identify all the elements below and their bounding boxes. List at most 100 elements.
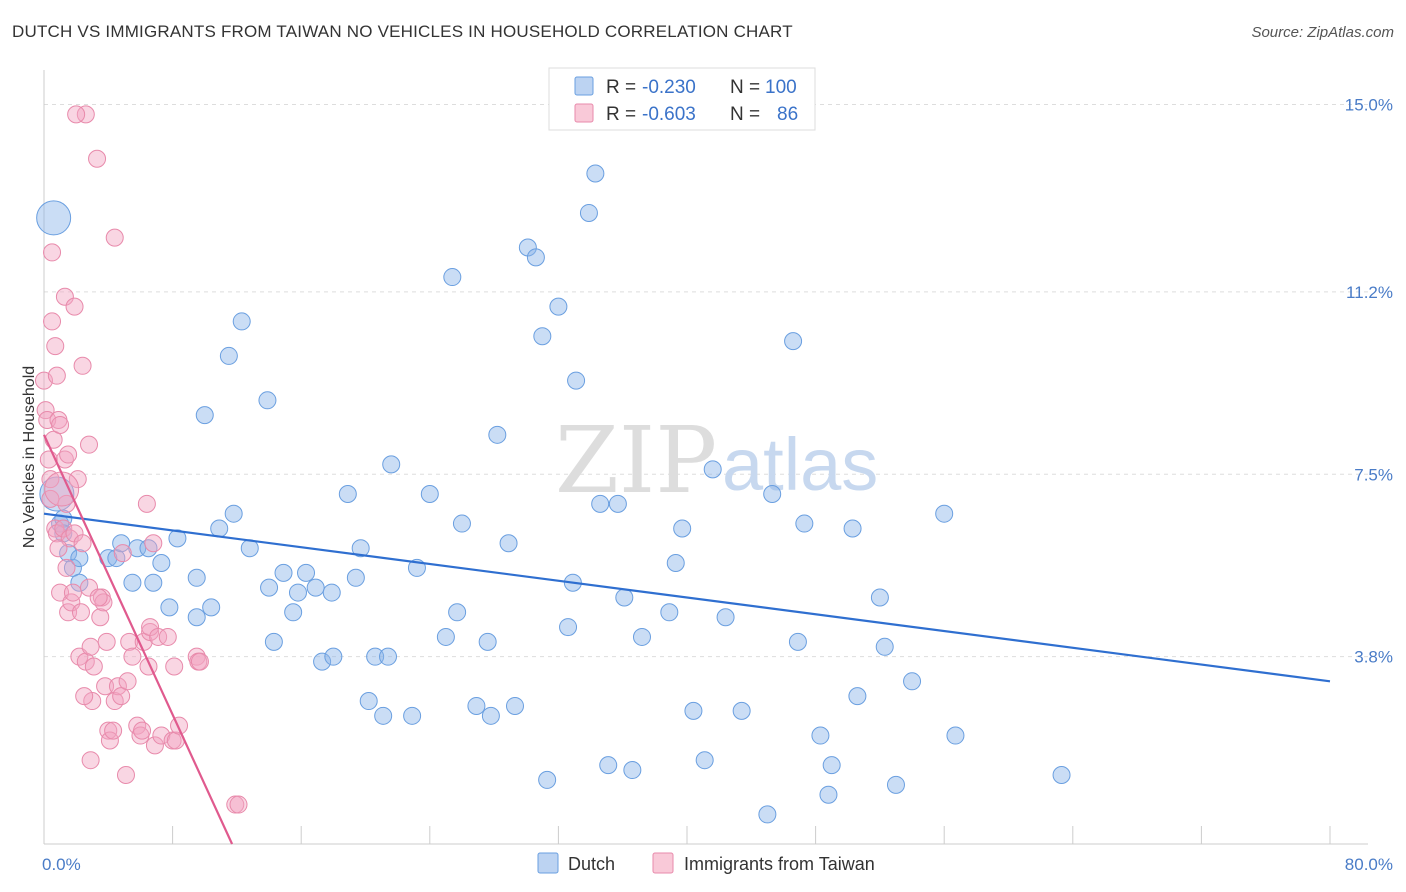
dutch-point-38 bbox=[324, 647, 343, 666]
dutch-point-12 bbox=[123, 573, 142, 592]
legend-n-label-taiwan: N = bbox=[730, 104, 760, 125]
taiwan-point-57 bbox=[123, 647, 142, 666]
taiwan-point-35 bbox=[80, 435, 99, 454]
legend-r-value-dutch: -0.230 bbox=[642, 77, 696, 98]
dutch-point-24 bbox=[219, 346, 238, 365]
dutch-point-68 bbox=[579, 203, 598, 222]
taiwan-point-28 bbox=[68, 470, 87, 489]
taiwan-point-58 bbox=[128, 716, 147, 735]
dutch-point-85 bbox=[784, 332, 803, 351]
dutch-point-44 bbox=[374, 706, 393, 725]
gridlines bbox=[44, 104, 1368, 658]
legend-n-value-taiwan: 86 bbox=[777, 104, 798, 125]
dutch-point-77 bbox=[666, 553, 685, 572]
taiwan-point-34 bbox=[76, 105, 95, 124]
taiwan-point-56 bbox=[120, 632, 139, 651]
taiwan-point-73 bbox=[170, 716, 189, 735]
dutch-point-39 bbox=[338, 484, 357, 503]
taiwan-point-31 bbox=[73, 534, 92, 553]
dutch-point-17 bbox=[160, 598, 179, 617]
dutch-point-76 bbox=[660, 603, 679, 622]
taiwan-point-54 bbox=[113, 544, 132, 563]
taiwan-point-16 bbox=[54, 519, 73, 538]
taiwan-point-38 bbox=[81, 637, 100, 656]
taiwan-point-11 bbox=[47, 366, 66, 385]
taiwan-point-22 bbox=[59, 603, 78, 622]
dutch-point-91 bbox=[843, 519, 862, 538]
dutch-point-41 bbox=[351, 539, 370, 558]
y-tick-label-1: 7.5% bbox=[1354, 465, 1393, 484]
taiwan-point-50 bbox=[105, 228, 124, 247]
bottom-legend-label-taiwan: Immigrants from Taiwan bbox=[684, 854, 875, 874]
dutch-point-53 bbox=[452, 514, 471, 533]
dutch-point-63 bbox=[538, 770, 557, 789]
dutch-point-81 bbox=[703, 460, 722, 479]
dutch-point-28 bbox=[258, 391, 277, 410]
dutch-point-43 bbox=[366, 647, 385, 666]
dutch-point-93 bbox=[870, 588, 889, 607]
dutch-point-30 bbox=[264, 632, 283, 651]
legend-swatch-taiwan bbox=[574, 103, 594, 123]
dutch-point-74 bbox=[623, 761, 642, 780]
dutch-point-31 bbox=[274, 563, 293, 582]
taiwan-point-55 bbox=[116, 765, 135, 784]
dutch-point-73 bbox=[615, 588, 634, 607]
dutch-point-40 bbox=[346, 568, 365, 587]
dutch-point-18 bbox=[168, 529, 187, 548]
watermark-zip: ZIP bbox=[555, 407, 717, 514]
dutch-point-19 bbox=[187, 608, 206, 627]
dutch-point-25 bbox=[224, 504, 243, 523]
dutch-point-100 bbox=[758, 805, 777, 824]
dutch-point-90 bbox=[822, 756, 841, 775]
dutch-point-29 bbox=[260, 578, 279, 597]
taiwan-point-41 bbox=[88, 149, 107, 168]
dutch-point-22 bbox=[202, 598, 221, 617]
taiwan-point-21 bbox=[59, 445, 78, 464]
dutch-point-61 bbox=[526, 248, 545, 267]
dutch-point-5 bbox=[59, 544, 78, 563]
taiwan-point-17 bbox=[55, 287, 74, 306]
dutch-point-86 bbox=[788, 632, 807, 651]
dutch-point-57 bbox=[488, 425, 507, 444]
bottom-legend-label-dutch: Dutch bbox=[568, 854, 615, 874]
x-tick-label-min: 0.0% bbox=[42, 855, 81, 874]
legend-r-label-dutch: R = bbox=[606, 77, 636, 98]
dutch-point-87 bbox=[795, 514, 814, 533]
taiwan-point-25 bbox=[63, 583, 82, 602]
taiwan-trend-line bbox=[43, 434, 234, 845]
taiwan-point-46 bbox=[97, 632, 116, 651]
dutch-point-98 bbox=[946, 726, 965, 745]
trend-lines bbox=[43, 434, 1331, 845]
dutch-point-20 bbox=[187, 568, 206, 587]
y-axis-label: No Vehicles in Household bbox=[21, 366, 38, 548]
y-tick-label-3: 15.0% bbox=[1345, 96, 1393, 115]
dutch-point-88 bbox=[811, 726, 830, 745]
taiwan-point-9 bbox=[46, 337, 65, 356]
dutch-point-51 bbox=[443, 268, 462, 287]
x-tick-label-max: 80.0% bbox=[1345, 855, 1393, 874]
taiwan-points bbox=[35, 105, 248, 814]
dutch-point-7 bbox=[70, 549, 89, 568]
dutch-point-45 bbox=[379, 647, 398, 666]
taiwan-point-42 bbox=[91, 608, 110, 627]
bottom-legend-swatch-dutch bbox=[537, 852, 559, 874]
legend-r-label-taiwan: R = bbox=[606, 104, 636, 125]
watermark: ZIP atlas bbox=[555, 407, 878, 514]
dutch-point-16 bbox=[152, 553, 171, 572]
taiwan-point-32 bbox=[73, 356, 92, 375]
taiwan-point-48 bbox=[100, 731, 119, 750]
taiwan-point-85 bbox=[75, 687, 94, 706]
dutch-point-46 bbox=[382, 455, 401, 474]
dutch-point-70 bbox=[591, 494, 610, 513]
y-tick-label-2: 11.2% bbox=[1346, 283, 1393, 302]
taiwan-point-76 bbox=[190, 652, 209, 671]
taiwan-point-44 bbox=[94, 593, 113, 612]
dutch-point-56 bbox=[481, 706, 500, 725]
dutch-point-21 bbox=[195, 406, 214, 425]
bottom-legend-swatch-taiwan bbox=[652, 852, 674, 874]
dutch-point-64 bbox=[549, 297, 568, 316]
taiwan-point-82 bbox=[49, 539, 68, 558]
chart-title: DUTCH VS IMMIGRANTS FROM TAIWAN NO VEHIC… bbox=[12, 22, 793, 41]
x-ticks bbox=[172, 826, 1331, 844]
taiwan-point-30 bbox=[71, 603, 90, 622]
